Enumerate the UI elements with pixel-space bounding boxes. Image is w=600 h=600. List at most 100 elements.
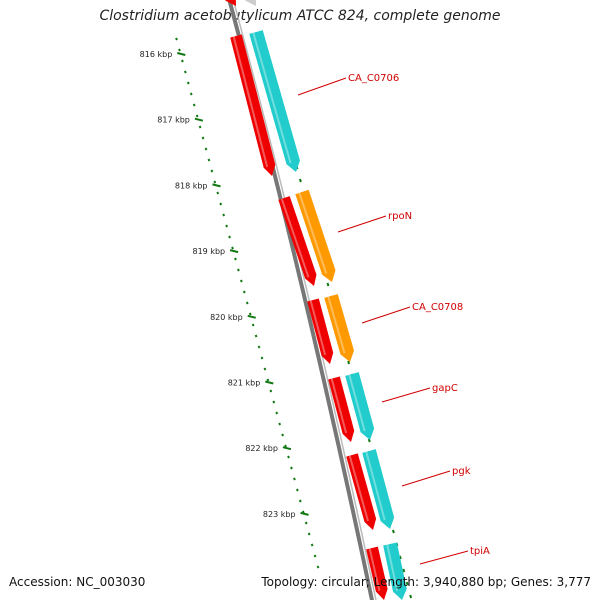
inner-ruler-dot bbox=[307, 532, 311, 536]
gene-label: gapC bbox=[432, 383, 458, 394]
cds-arrow bbox=[328, 376, 355, 442]
inner-ruler-dot bbox=[242, 290, 246, 294]
inner-ruler-dot bbox=[228, 235, 231, 239]
cds-arrow-shine bbox=[280, 198, 310, 278]
outer-ruler-tick bbox=[367, 438, 371, 443]
inner-ruler-dot bbox=[257, 345, 261, 349]
gene-label-leader bbox=[297, 77, 347, 96]
cds-arrow-shine bbox=[368, 548, 381, 592]
inner-ruler-dot bbox=[204, 147, 208, 151]
outer-ruler-tick bbox=[409, 594, 413, 599]
cds-arrow bbox=[307, 298, 334, 364]
gene-arrow-partial bbox=[245, 0, 256, 6]
gene-arrow bbox=[362, 449, 395, 529]
ruler-tick-label: 823 kbp bbox=[263, 510, 296, 519]
inner-ruler-dot bbox=[263, 367, 267, 371]
ruler-major-tick bbox=[212, 183, 221, 188]
cds-arrow bbox=[278, 196, 317, 286]
accession-text: Accession: NC_003030 bbox=[9, 575, 146, 589]
inner-ruler-dot bbox=[195, 114, 199, 118]
inner-ruler-dot bbox=[225, 224, 229, 228]
ruler-tick-label: 822 kbp bbox=[245, 444, 278, 453]
outer-ruler-tick bbox=[405, 581, 409, 586]
inner-ruler-dot bbox=[216, 191, 220, 195]
cds-arrow bbox=[230, 34, 276, 176]
inner-ruler-dot bbox=[219, 202, 223, 206]
inner-ruler-dot bbox=[192, 103, 196, 107]
gene-label: pgk bbox=[452, 466, 471, 477]
ruler-tick-label: 820 kbp bbox=[210, 313, 243, 322]
ruler-major-tick bbox=[247, 314, 256, 319]
inner-ruler-dot bbox=[266, 378, 270, 382]
inner-ruler-dot bbox=[189, 92, 193, 96]
gene-label-leader bbox=[381, 387, 431, 403]
inner-ruler-dot bbox=[186, 81, 190, 85]
inner-ruler-dot bbox=[210, 169, 214, 173]
gene-label: CA_C0708 bbox=[412, 302, 463, 313]
genome-backbone-highlight bbox=[232, 0, 377, 600]
ruler-major-tick bbox=[177, 52, 186, 56]
cds-arrow-partial bbox=[225, 0, 236, 6]
inner-ruler-dot bbox=[284, 444, 287, 448]
inner-ruler-dot bbox=[316, 565, 320, 569]
gene-arrow-shine bbox=[365, 451, 386, 521]
gene-arrow bbox=[249, 30, 300, 173]
ruler-major-tick bbox=[194, 117, 204, 122]
ruler-tick-label: 816 kbp bbox=[140, 50, 173, 59]
inner-ruler-dot bbox=[245, 301, 249, 305]
inner-ruler-dot bbox=[278, 422, 282, 426]
gene-label-leader bbox=[361, 306, 411, 324]
ruler-major-tick bbox=[229, 249, 239, 254]
inner-ruler-dot bbox=[222, 213, 226, 217]
cds-arrow-shine bbox=[330, 378, 348, 434]
gene-label: tpiA bbox=[470, 546, 490, 557]
inner-ruler-dot bbox=[290, 466, 293, 470]
inner-ruler-dot bbox=[207, 158, 211, 162]
inner-ruler-dot bbox=[234, 257, 237, 261]
gene-label: rpoN bbox=[388, 211, 412, 222]
gene-arrow bbox=[345, 372, 375, 440]
ruler-tick-label: 818 kbp bbox=[175, 181, 208, 190]
inner-ruler-dot bbox=[313, 554, 317, 558]
inner-ruler-dot bbox=[287, 455, 290, 459]
inner-ruler-dot bbox=[237, 268, 240, 272]
gene-arrow bbox=[324, 294, 354, 362]
ruler-major-tick bbox=[300, 511, 309, 516]
inner-ruler-dot bbox=[295, 488, 299, 492]
ruler-tick-label: 819 kbp bbox=[193, 247, 226, 256]
inner-ruler-dot bbox=[275, 411, 279, 415]
inner-ruler-dot bbox=[178, 48, 181, 52]
ruler-major-tick bbox=[265, 380, 274, 385]
outer-ruler-tick bbox=[398, 555, 402, 560]
gene-label-leader bbox=[337, 215, 387, 233]
ruler-tick-label: 817 kbp bbox=[157, 116, 190, 125]
genome-info-text: Topology: circular; Length: 3,940,880 bp… bbox=[261, 575, 591, 589]
inner-ruler-dot bbox=[304, 521, 308, 525]
inner-ruler-dot bbox=[181, 59, 184, 63]
inner-ruler-dot bbox=[213, 180, 217, 184]
gene-arrow bbox=[383, 542, 407, 600]
cds-arrow bbox=[346, 453, 377, 530]
inner-ruler-dot bbox=[293, 477, 296, 481]
inner-ruler-dot bbox=[198, 125, 202, 129]
inner-ruler-dot bbox=[281, 433, 285, 437]
inner-ruler-dot bbox=[248, 312, 252, 316]
ruler-tick-label: 821 kbp bbox=[228, 379, 261, 388]
outer-ruler-tick bbox=[402, 568, 406, 573]
inner-ruler-dot bbox=[231, 246, 234, 250]
gene-label: CA_C0706 bbox=[348, 73, 399, 84]
gene-arrow bbox=[295, 189, 336, 282]
inner-ruler-dot bbox=[183, 70, 187, 74]
inner-ruler-dot bbox=[260, 356, 264, 360]
inner-ruler-dot bbox=[310, 543, 314, 547]
inner-ruler-dot bbox=[298, 499, 302, 503]
gene-arrow-shine bbox=[252, 32, 292, 164]
outer-ruler-tick bbox=[326, 282, 330, 287]
outer-ruler-tick bbox=[391, 529, 395, 534]
cds-arrow-shine bbox=[348, 455, 369, 522]
inner-ruler-dot bbox=[269, 389, 273, 393]
gene-label-leader bbox=[401, 470, 451, 487]
gene-arrow-shine bbox=[386, 544, 399, 592]
ruler-major-tick bbox=[282, 446, 292, 451]
